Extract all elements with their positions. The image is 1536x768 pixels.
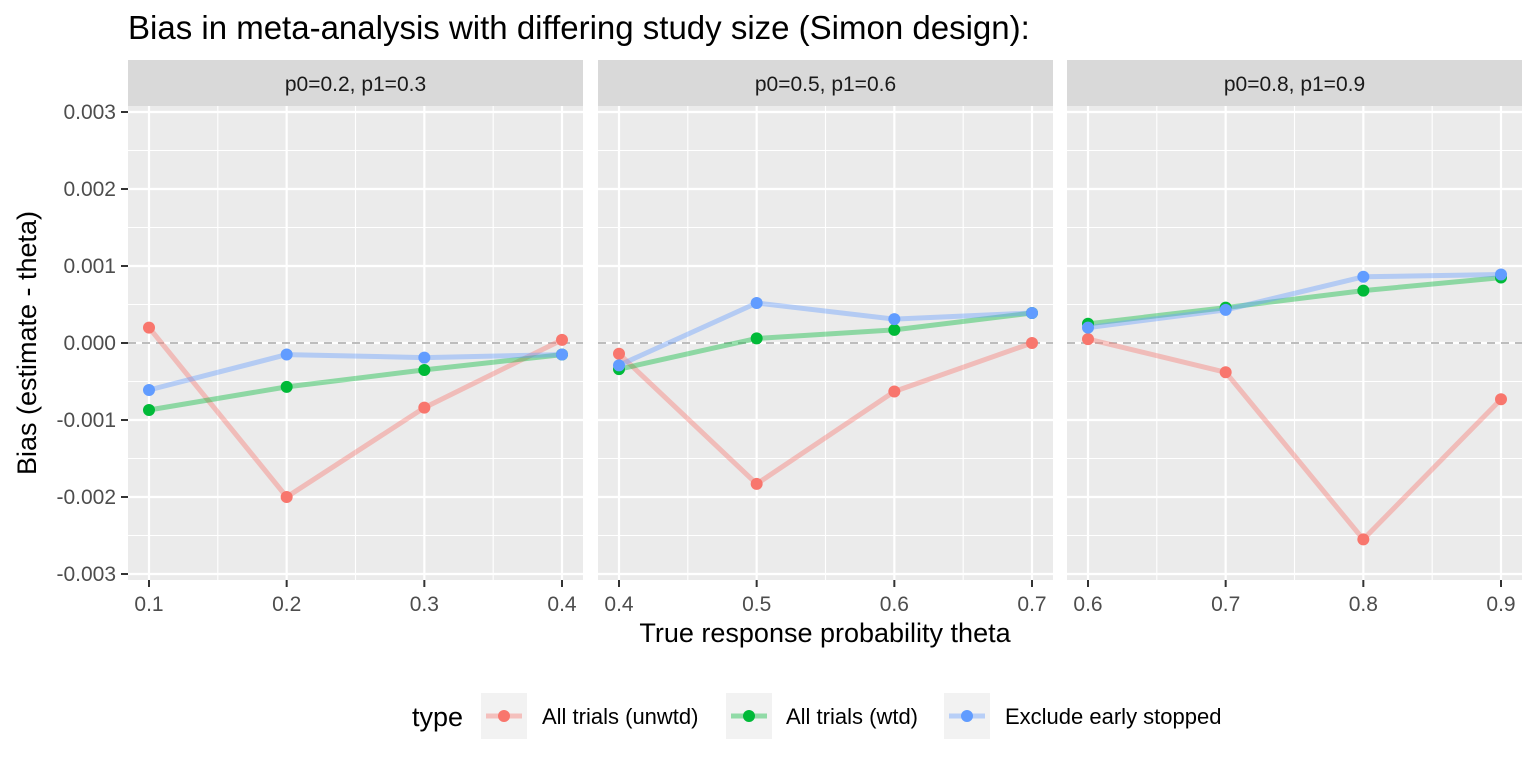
facet-panel: p0=0.8, p1=0.9 0.6 0.7 0.8 0.9 [1067,60,1522,616]
x-tick-label: 0.8 [1349,593,1378,616]
data-point [280,491,293,503]
legend-key [726,693,772,739]
y-tick-label: -0.001 [56,409,116,432]
x-tick-label: 0.2 [272,593,301,616]
data-point [556,348,568,361]
data-point [143,383,155,396]
legend-label: All trials (wtd) [786,704,918,729]
legend-key-point [498,710,510,722]
facet-panels: p0=0.2, p1=0.3 0.1 0.2 0.3 0.4 0.003 0.002 0.00… [56,60,1522,616]
data-point [750,296,763,309]
legend-key-point [961,710,973,722]
data-point [1026,306,1038,319]
data-point [1082,333,1094,346]
series-line [148,352,563,413]
data-point [143,403,155,416]
data-point [1357,270,1370,283]
series-line [1087,275,1502,327]
legend-label: Exclude early stopped [1005,704,1221,729]
x-tick-label: 0.4 [604,593,634,616]
series-line [1087,272,1502,331]
data-point [143,321,155,334]
data-point [418,401,431,414]
y-tick-label: 0.002 [63,178,116,201]
series-line [617,340,1033,487]
facet-strip [128,60,583,106]
data-point [613,347,625,360]
legend-label: All trials (unwtd) [542,704,698,729]
x-tick-label: 0.7 [1017,593,1046,616]
legend-key [944,693,990,739]
y-tick-label: 0.003 [63,101,116,124]
data-point [613,359,625,372]
facet-strip-label: p0=0.8, p1=0.9 [1224,73,1365,96]
data-point [1495,393,1507,406]
facet-strip-label: p0=0.2, p1=0.3 [285,73,426,96]
x-tick-label: 0.6 [1073,593,1102,616]
data-point [888,323,901,336]
data-point [1026,337,1038,349]
facet-strip [598,60,1053,106]
x-tick-label: 0.7 [1211,593,1240,616]
series-line [617,300,1033,368]
x-tick-label: 0.1 [134,593,163,616]
y-axis-title: Bias (estimate - theta) [12,211,42,475]
data-point [750,477,763,490]
data-point [888,385,901,398]
data-point [1219,366,1232,379]
facet-panel: p0=0.2, p1=0.3 0.1 0.2 0.3 0.4 0.003 0.002 0.00… [56,60,583,616]
x-tick-label: 0.5 [742,593,771,616]
data-point [750,332,763,345]
chart-title: Bias in meta-analysis with differing stu… [128,9,1030,46]
series-line [1087,336,1503,542]
x-axis-title: True response probability theta [639,618,1011,648]
x-tick-label: 0.3 [410,593,439,616]
data-point [418,363,431,376]
data-point [1219,303,1232,316]
y-tick-label: 0.001 [63,255,116,278]
x-tick-label: 0.4 [547,593,577,616]
y-tick-label: -0.002 [56,486,116,509]
x-tick-label: 0.6 [880,593,909,616]
data-point [888,313,901,326]
x-tick-label: 0.9 [1486,593,1515,616]
facet-strip-label: p0=0.5, p1=0.6 [755,73,896,96]
data-point [418,351,431,364]
data-point [1357,284,1370,297]
series-line [618,310,1033,372]
data-point [280,348,293,361]
legend-key [481,693,527,739]
data-point [1357,533,1370,546]
legend-key-point [743,710,755,722]
data-point [1082,321,1094,334]
y-tick-label: 0.000 [63,332,116,355]
y-tick-label: -0.003 [56,563,116,586]
data-point [280,380,293,393]
legend: type All trials (unwtd) All trials (wtd) E… [412,693,1221,739]
series-line [148,352,563,393]
data-point [556,333,568,346]
legend-title: type [412,702,463,732]
series-line [147,326,564,500]
data-point [1495,268,1507,281]
facet-strip [1067,60,1522,106]
facet-panel: p0=0.5, p1=0.6 0.4 0.5 0.6 0.7 [598,60,1053,616]
